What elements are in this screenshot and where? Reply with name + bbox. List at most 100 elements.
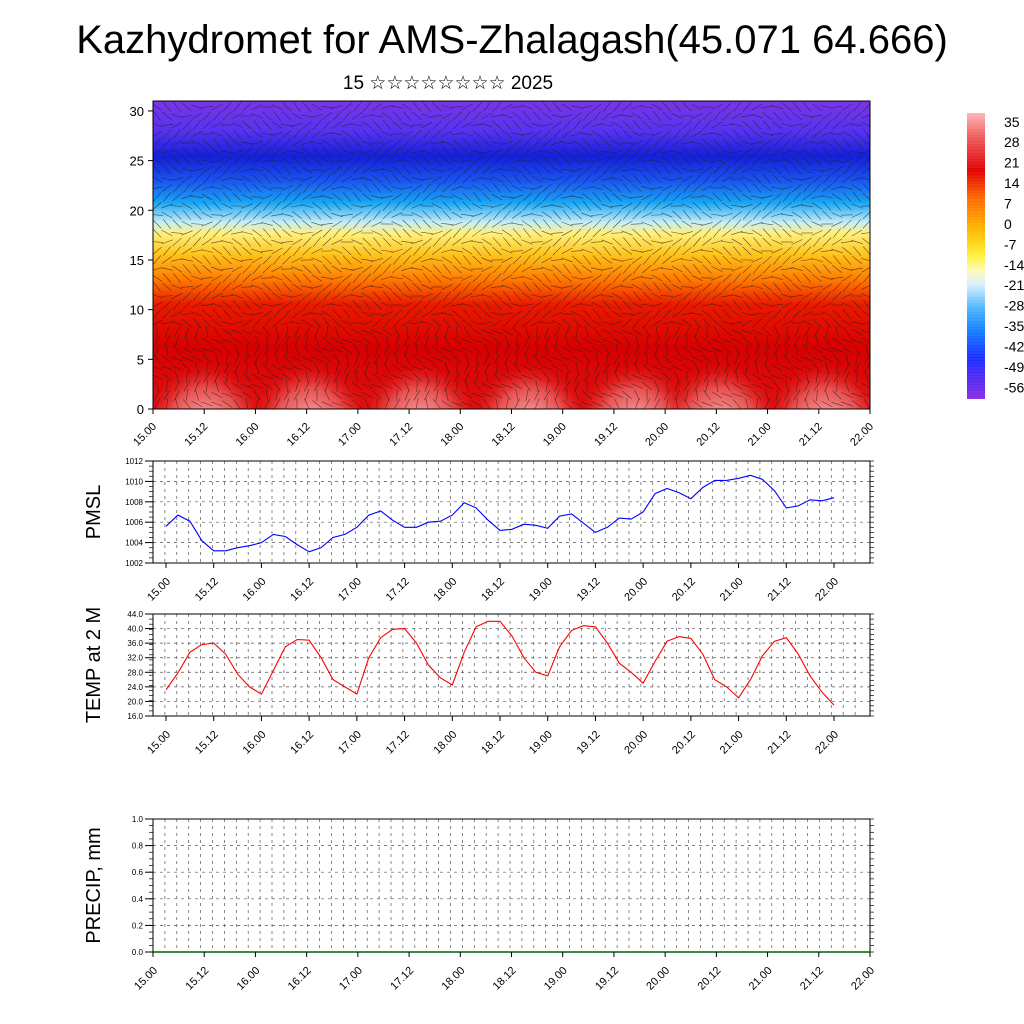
- barb: [215, 380, 219, 392]
- barb: [282, 130, 292, 138]
- barb: [712, 309, 722, 319]
- barb: [734, 353, 740, 365]
- barb: [642, 291, 652, 301]
- barb: [511, 310, 523, 318]
- x-tick-label: 21.00: [746, 421, 774, 449]
- barb: [501, 103, 513, 111]
- barb: [372, 147, 382, 157]
- barb: [401, 148, 413, 156]
- barb: [403, 282, 411, 292]
- barb: [541, 256, 553, 264]
- barb: [272, 201, 282, 211]
- barb: [572, 120, 582, 130]
- barb: [293, 389, 301, 401]
- barb: [241, 312, 253, 316]
- barb: [852, 156, 862, 166]
- barb: [571, 347, 583, 353]
- barb: [456, 325, 458, 339]
- barb: [745, 398, 749, 409]
- barb: [775, 389, 779, 401]
- barb: [681, 194, 693, 200]
- barb: [311, 313, 323, 315]
- barb: [361, 329, 373, 335]
- barb: [200, 304, 214, 306]
- barb: [640, 304, 654, 306]
- barb: [803, 129, 811, 139]
- barb: [253, 264, 261, 274]
- barb: [531, 175, 543, 183]
- barb: [672, 156, 682, 166]
- barb: [781, 175, 793, 183]
- barb: [211, 319, 223, 327]
- barb: [861, 285, 870, 290]
- grid: [153, 613, 870, 717]
- barb: [351, 294, 363, 298]
- barb: [841, 401, 853, 407]
- barb: [772, 138, 782, 148]
- barb: [562, 156, 572, 166]
- barb: [392, 265, 402, 273]
- barb: [303, 156, 311, 166]
- barb: [543, 389, 551, 401]
- barb: [864, 362, 870, 374]
- barb: [612, 102, 622, 112]
- barb: [202, 282, 212, 292]
- barb: [601, 239, 613, 245]
- barb: [382, 228, 392, 238]
- barb: [322, 291, 332, 301]
- barb: [205, 380, 209, 392]
- barb: [751, 257, 763, 263]
- barb: [662, 138, 672, 148]
- barb: [232, 210, 242, 220]
- barb: [691, 222, 703, 226]
- barb: [450, 106, 464, 108]
- barb: [274, 335, 280, 347]
- barb: [752, 174, 762, 184]
- barb: [423, 326, 431, 338]
- barb: [652, 255, 662, 265]
- barb: [522, 309, 532, 319]
- barb: [601, 203, 613, 209]
- barb: [212, 309, 222, 319]
- barb: [211, 346, 223, 354]
- barb: [652, 174, 662, 184]
- barb: [603, 219, 611, 229]
- barb: [640, 277, 654, 279]
- barb: [471, 321, 483, 325]
- barb: [442, 228, 452, 238]
- barb: [702, 147, 712, 157]
- barb: [441, 301, 453, 309]
- barb: [705, 380, 709, 392]
- barb: [825, 362, 829, 374]
- barb: [842, 192, 852, 202]
- barb: [322, 112, 332, 120]
- barb: [171, 310, 183, 318]
- barb: [432, 156, 442, 166]
- barb: [483, 399, 491, 409]
- barb: [220, 268, 234, 270]
- x-tick-label: 18.00: [439, 965, 467, 993]
- barb: [691, 356, 703, 362]
- y-tick-label: 32.0: [127, 654, 143, 663]
- barb: [841, 293, 853, 299]
- barb: [681, 319, 693, 327]
- barb: [531, 130, 543, 138]
- barb: [863, 129, 870, 139]
- barb: [611, 149, 623, 155]
- barb: [801, 356, 813, 362]
- x-tick-label: 22.00: [813, 576, 841, 604]
- barb: [342, 111, 352, 121]
- barb: [622, 129, 632, 139]
- barb: [741, 114, 753, 118]
- barb: [602, 156, 612, 166]
- barb: [552, 273, 562, 283]
- barb: [731, 322, 743, 324]
- barb: [190, 196, 204, 198]
- barb: [212, 165, 222, 175]
- barb: [153, 130, 163, 137]
- barb: [691, 104, 703, 110]
- barb: [482, 183, 492, 193]
- barb: [754, 353, 760, 365]
- barb: [263, 174, 271, 184]
- barb: [291, 283, 303, 291]
